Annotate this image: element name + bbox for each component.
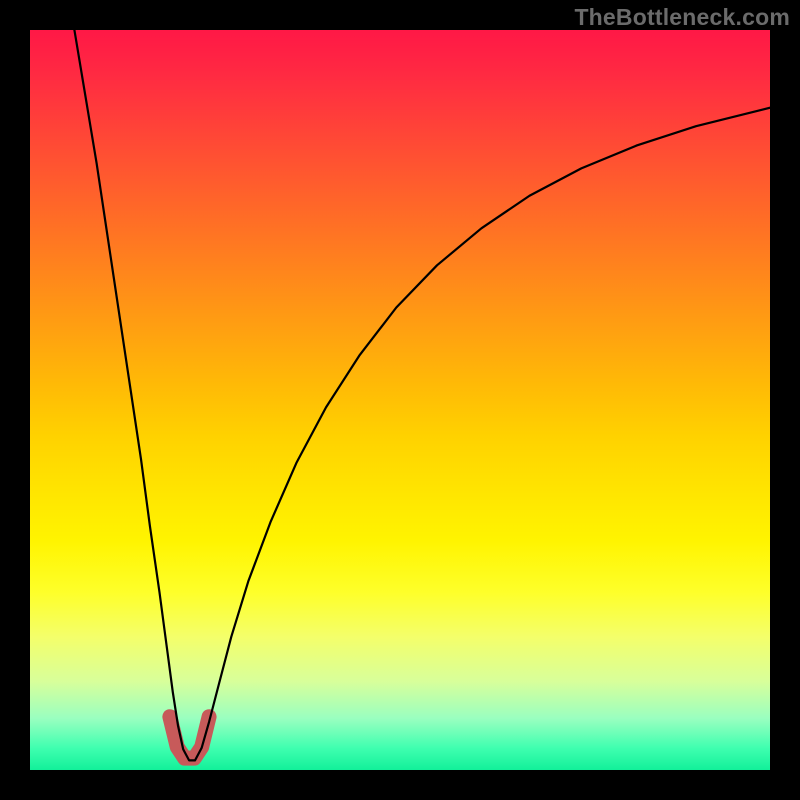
bottom-marker — [170, 717, 209, 758]
chart-frame: TheBottleneck.com — [0, 0, 800, 800]
bottleneck-curve — [74, 30, 770, 760]
watermark-text: TheBottleneck.com — [574, 4, 790, 31]
plot-area — [30, 30, 770, 770]
curve-layer — [30, 30, 770, 770]
